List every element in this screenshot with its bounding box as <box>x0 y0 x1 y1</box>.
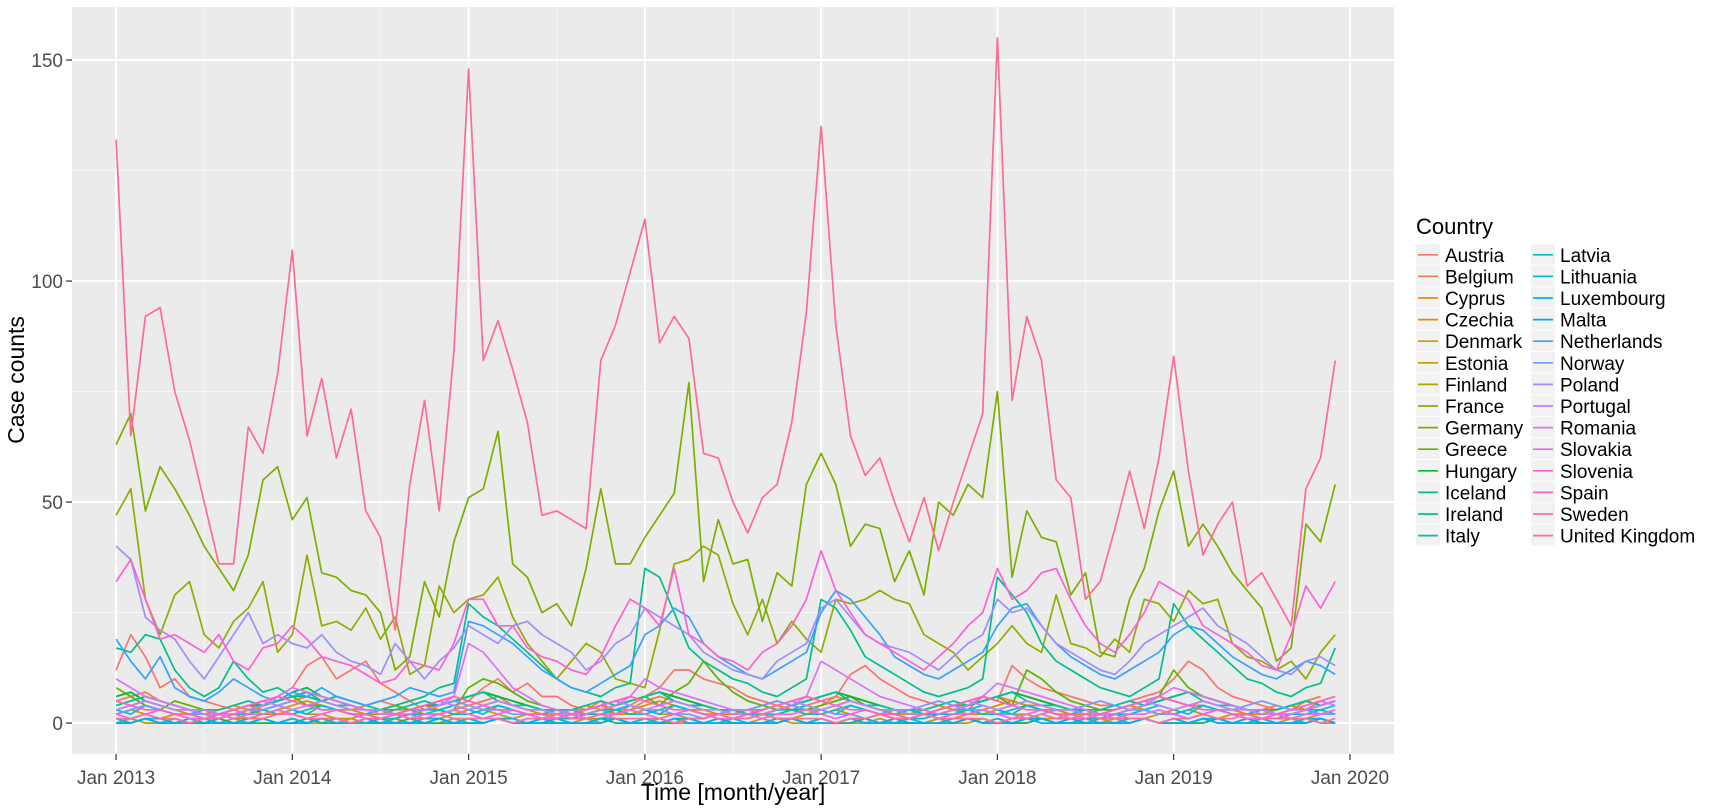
series-line-sweden <box>116 713 1336 724</box>
legend-label: Romania <box>1560 419 1636 440</box>
x-tick-label: Jan 2020 <box>1311 768 1389 789</box>
legend-label: Norway <box>1560 354 1625 375</box>
y-axis: 0 50 100 150 <box>31 51 72 735</box>
x-tick-label: Jan 2015 <box>430 768 508 789</box>
series-line-germany <box>115 381 1337 671</box>
legend-label: United Kingdom <box>1560 527 1695 548</box>
legend-label: Austria <box>1445 246 1505 267</box>
legend-label: Denmark <box>1445 332 1523 353</box>
x-tick-label: Jan 2013 <box>77 768 155 789</box>
legend-label: Czechia <box>1445 311 1514 332</box>
legend-label: Malta <box>1560 311 1607 332</box>
legend-label: Slovakia <box>1560 440 1632 461</box>
x-axis: Jan 2013 Jan 2014 Jan 2015 Jan 2016 Jan 2017… <box>77 754 1389 789</box>
y-tick-label: 150 <box>31 51 63 72</box>
legend-label: Ireland <box>1445 505 1503 526</box>
legend-label: France <box>1445 397 1504 418</box>
y-tick-label: 0 <box>52 714 63 735</box>
legend-label: Estonia <box>1445 354 1509 375</box>
legend-entries: AustriaBelgiumCyprusCzechiaDenmarkEstoni… <box>1416 244 1695 548</box>
series-line-romania <box>115 642 1336 716</box>
legend-label: Portugal <box>1560 397 1631 418</box>
legend-label: Spain <box>1560 483 1609 504</box>
legend-label: Latvia <box>1560 246 1611 267</box>
x-axis-title: Time [month/year] <box>641 779 825 805</box>
legend: Country AustriaBelgiumCyprusCzechiaDenma… <box>1416 214 1695 548</box>
legend-label: Cyprus <box>1445 289 1505 310</box>
legend-label: Luxembourg <box>1560 289 1666 310</box>
series-line-poland <box>115 545 1336 680</box>
legend-label: Slovenia <box>1560 462 1633 483</box>
series-line-united-kingdom <box>115 37 1337 632</box>
legend-label: Sweden <box>1560 505 1629 526</box>
y-tick-label: 100 <box>31 272 63 293</box>
y-tick-label: 50 <box>42 493 63 514</box>
x-tick-label: Jan 2018 <box>958 768 1036 789</box>
legend-label: Iceland <box>1445 483 1506 504</box>
series-line-slovenia <box>115 549 1336 685</box>
legend-label: Greece <box>1445 440 1507 461</box>
x-tick-label: Jan 2017 <box>782 768 860 789</box>
legend-label: Italy <box>1445 527 1480 548</box>
legend-label: Germany <box>1445 419 1524 440</box>
series-line-france <box>115 487 1336 689</box>
legend-label: Hungary <box>1445 462 1517 483</box>
series-line-netherlands <box>115 589 1336 707</box>
legend-label: Finland <box>1445 375 1507 396</box>
x-tick-label: Jan 2016 <box>606 768 684 789</box>
y-axis-title: Case counts <box>3 316 29 444</box>
legend-title: Country <box>1416 214 1493 239</box>
series-line-italy <box>115 691 1336 711</box>
legend-label: Belgium <box>1445 267 1514 288</box>
legend-label: Poland <box>1560 375 1619 396</box>
legend-label: Netherlands <box>1560 332 1662 353</box>
legend-label: Lithuania <box>1560 267 1638 288</box>
x-tick-label: Jan 2019 <box>1135 768 1213 789</box>
series-lines <box>115 37 1337 724</box>
x-tick-label: Jan 2014 <box>253 768 332 789</box>
series-line-slovakia <box>115 708 1336 720</box>
